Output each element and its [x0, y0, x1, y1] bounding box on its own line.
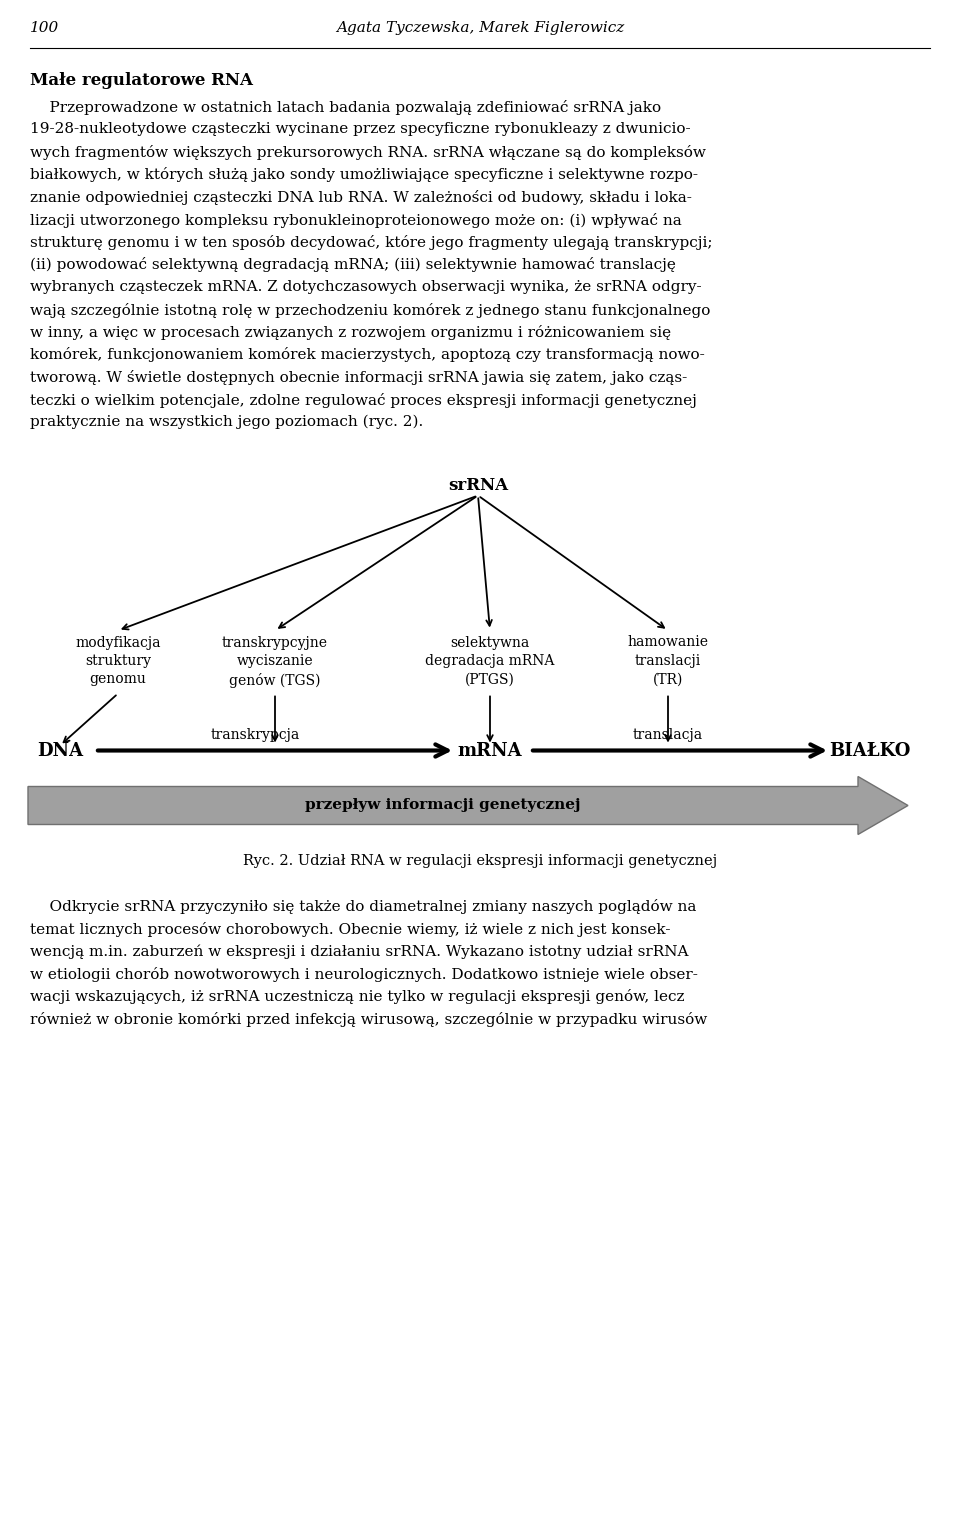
Text: mRNA: mRNA [458, 742, 522, 760]
Text: Agata Tyczewska, Marek Figlerowicz: Agata Tyczewska, Marek Figlerowicz [336, 21, 624, 35]
Text: w etiologii chorób nowotworowych i neurologicznych. Dodatkowo istnieje wiele obs: w etiologii chorób nowotworowych i neuro… [30, 967, 698, 982]
Text: wacji wskazujących, iż srRNA uczestniczą nie tylko w regulacji ekspresji genów, : wacji wskazujących, iż srRNA uczestniczą… [30, 990, 684, 1005]
Text: wych fragmentów większych prekursorowych RNA. srRNA włączane są do kompleksów: wych fragmentów większych prekursorowych… [30, 144, 706, 160]
Text: w inny, a więc w procesach związanych z rozwojem organizmu i różnicowaniem się: w inny, a więc w procesach związanych z … [30, 325, 671, 340]
Text: temat licznych procesów chorobowych. Obecnie wiemy, iż wiele z nich jest konsek-: temat licznych procesów chorobowych. Obe… [30, 923, 670, 936]
Text: 100: 100 [30, 21, 60, 35]
Text: modyfikacja
struktury
genomu: modyfikacja struktury genomu [75, 635, 160, 687]
Text: lizacji utworzonego kompleksu rybonukleinoproteionowego może on: (i) wpływać na: lizacji utworzonego kompleksu rybonuklei… [30, 213, 682, 228]
Text: również w obronie komórki przed infekcją wirusową, szczególnie w przypadku wirus: również w obronie komórki przed infekcją… [30, 1012, 708, 1028]
Text: praktycznie na wszystkich jego poziomach (ryc. 2).: praktycznie na wszystkich jego poziomach… [30, 415, 423, 429]
FancyArrow shape [28, 777, 908, 834]
Text: transkrypcyjne
wyciszanie
genów (TGS): transkrypcyjne wyciszanie genów (TGS) [222, 635, 328, 687]
Text: komórek, funkcjonowaniem komórek macierzystych, apoptozą czy transformacją nowo-: komórek, funkcjonowaniem komórek macierz… [30, 348, 705, 362]
Text: (ii) powodować selektywną degradacją mRNA; (iii) selektywnie hamować translację: (ii) powodować selektywną degradacją mRN… [30, 257, 676, 272]
Text: DNA: DNA [36, 742, 84, 760]
Text: BIAŁKO: BIAŁKO [829, 742, 911, 760]
Text: transkrypcja: transkrypcja [210, 728, 300, 742]
Text: 19-28-nukleotydowe cząsteczki wycinane przez specyficzne rybonukleazy z dwunicio: 19-28-nukleotydowe cząsteczki wycinane p… [30, 123, 690, 137]
Text: strukturę genomu i w ten sposób decydować, które jego fragmenty ulegają transkry: strukturę genomu i w ten sposób decydowa… [30, 236, 712, 249]
Text: Przeprowadzone w ostatnich latach badania pozwalają zdefiniować srRNA jako: Przeprowadzone w ostatnich latach badani… [30, 100, 661, 116]
Text: Ryc. 2. Udział RNA w regulacji ekspresji informacji genetycznej: Ryc. 2. Udział RNA w regulacji ekspresji… [243, 854, 717, 868]
Text: wają szczególnie istotną rolę w przechodzeniu komórek z jednego stanu funkcjonal: wają szczególnie istotną rolę w przechod… [30, 302, 710, 318]
Text: hamowanie
translacji
(TR): hamowanie translacji (TR) [628, 635, 708, 687]
Text: translacja: translacja [633, 728, 703, 742]
Text: Odkrycie srRNA przyczyniło się także do diametralnej zmiany naszych poglądów na: Odkrycie srRNA przyczyniło się także do … [30, 900, 696, 915]
Text: białkowych, w których służą jako sondy umożliwiające specyficzne i selektywne ro: białkowych, w których służą jako sondy u… [30, 167, 698, 182]
Text: tworową. W świetle dostępnych obecnie informacji srRNA jawia się zatem, jako czą: tworową. W świetle dostępnych obecnie in… [30, 369, 687, 385]
Text: Małe regulatorowe RNA: Małe regulatorowe RNA [30, 71, 253, 90]
Text: wencją m.in. zaburzeń w ekspresji i działaniu srRNA. Wykazano istotny udział srR: wencją m.in. zaburzeń w ekspresji i dzia… [30, 944, 688, 959]
Text: przepływ informacji genetycznej: przepływ informacji genetycznej [305, 798, 581, 813]
Text: teczki o wielkim potencjale, zdolne regulować proces ekspresji informacji genety: teczki o wielkim potencjale, zdolne regu… [30, 392, 697, 407]
Text: srRNA: srRNA [448, 477, 508, 494]
Text: wybranych cząsteczek mRNA. Z dotychczasowych obserwacji wynika, że srRNA odgry-: wybranych cząsteczek mRNA. Z dotychczaso… [30, 280, 702, 293]
Text: selektywna
degradacja mRNA
(PTGS): selektywna degradacja mRNA (PTGS) [425, 635, 555, 687]
Text: znanie odpowiedniej cząsteczki DNA lub RNA. W zależności od budowy, składu i lok: znanie odpowiedniej cząsteczki DNA lub R… [30, 190, 692, 205]
